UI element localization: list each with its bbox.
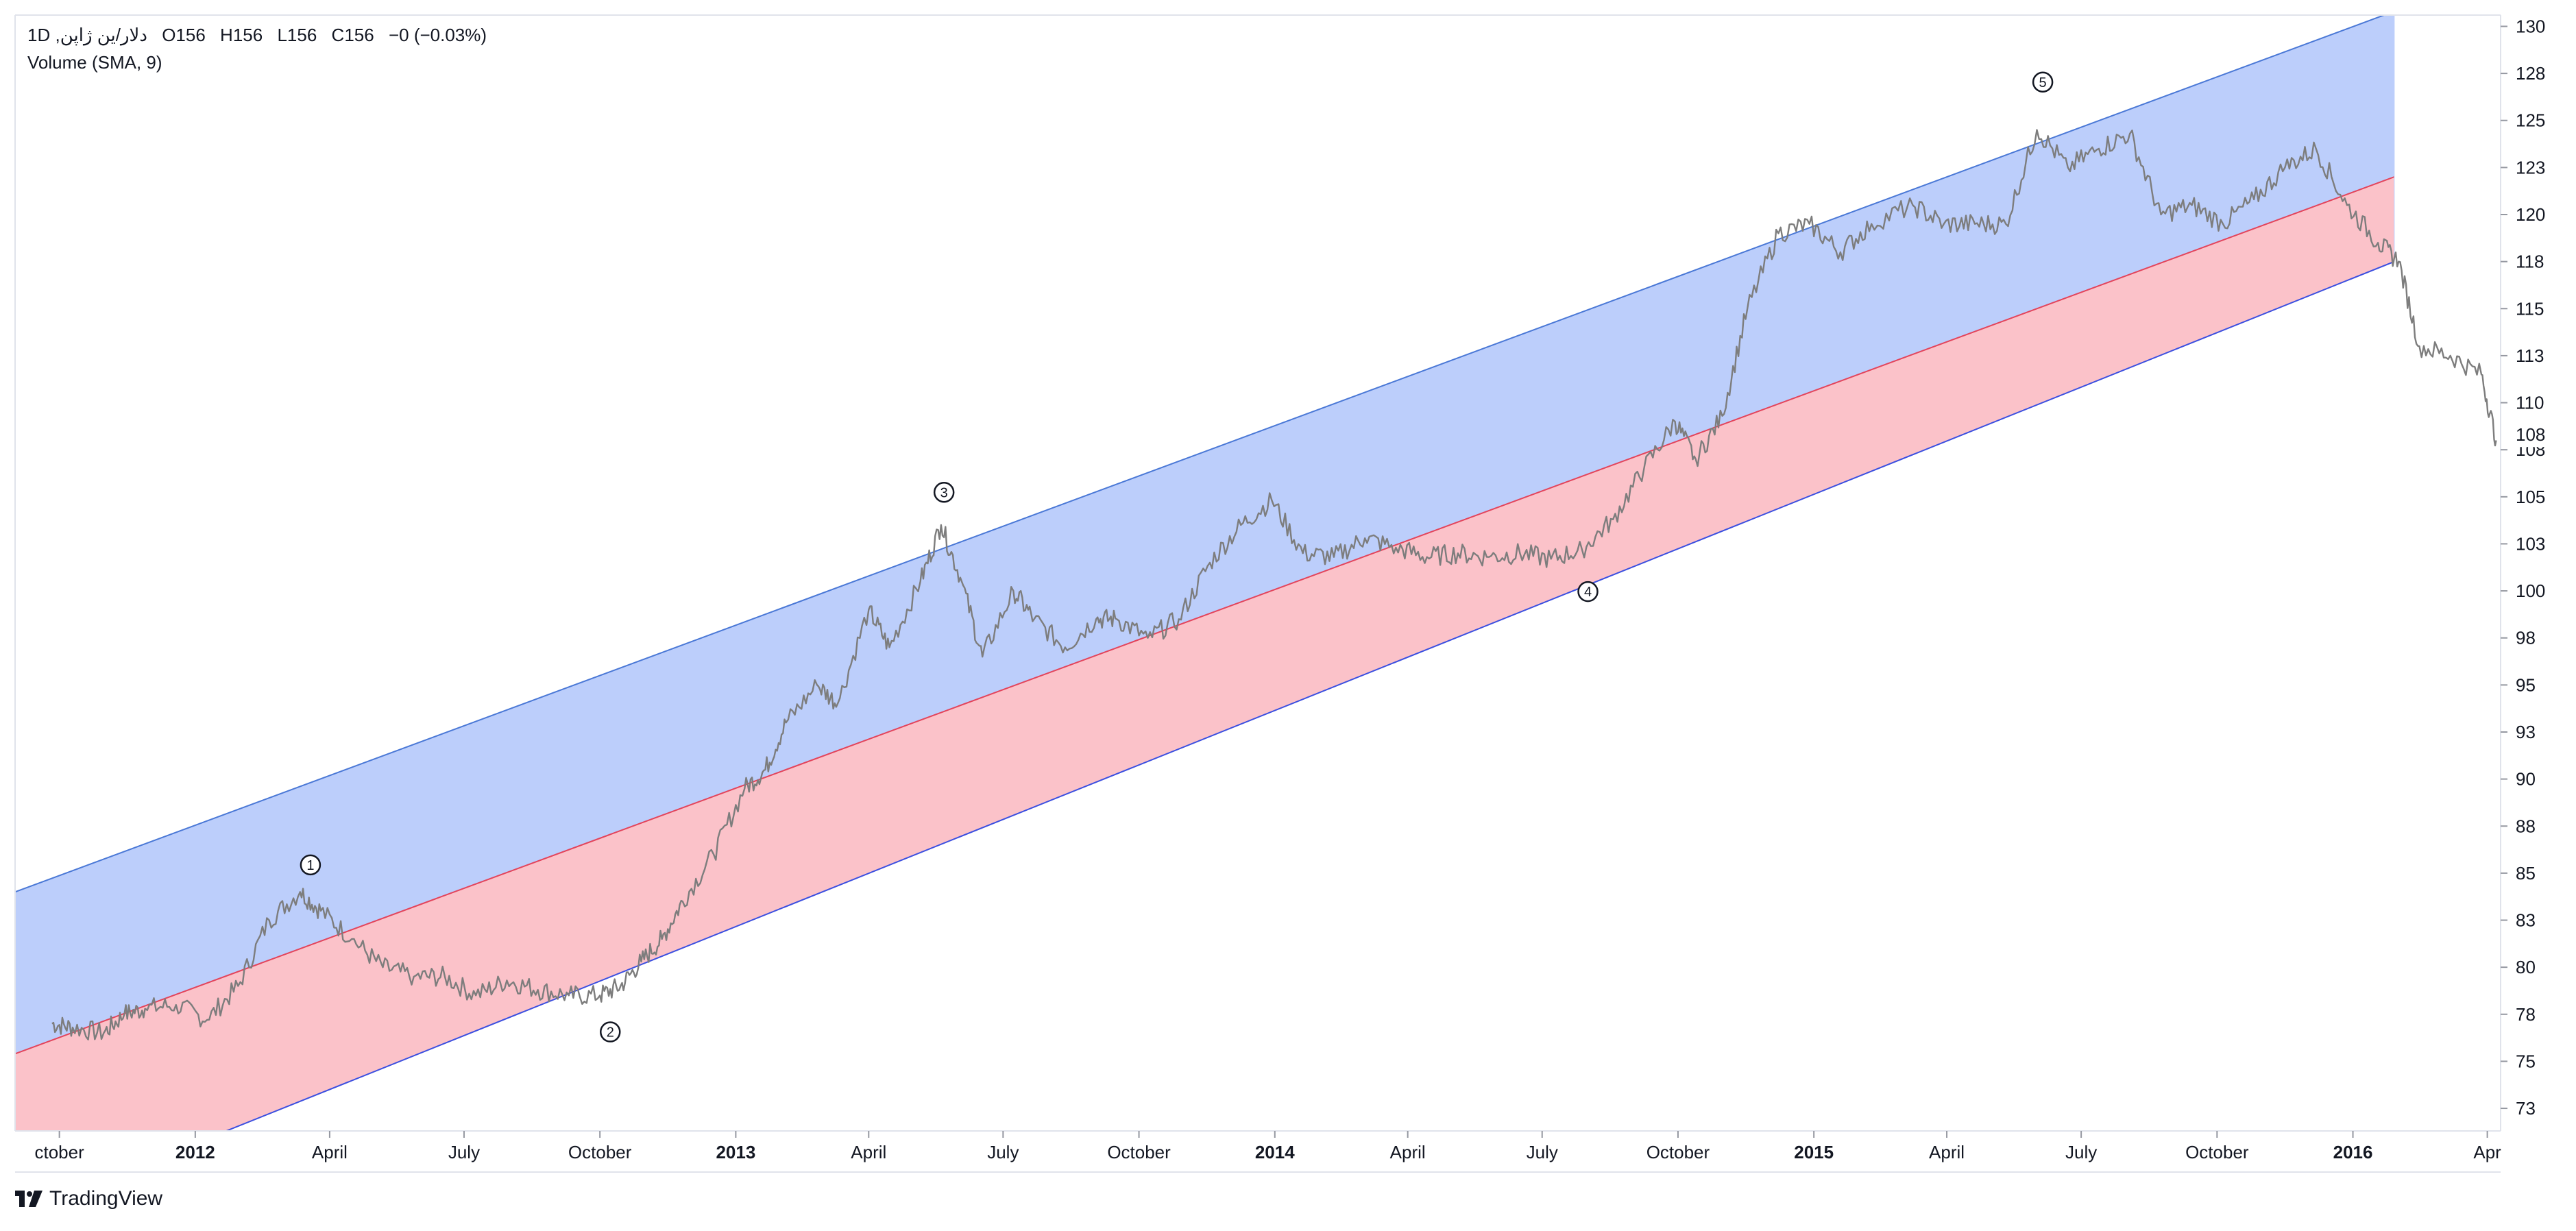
open-label: O xyxy=(162,25,176,45)
y-tick-label: 125 xyxy=(2516,110,2545,131)
wave-label-text: 1 xyxy=(306,858,314,873)
y-tick-label: 93 xyxy=(2516,722,2536,742)
brand-name: TradingView xyxy=(49,1187,163,1210)
x-tick-label: July xyxy=(2065,1142,2097,1162)
current-price-label: 108 xyxy=(2516,424,2545,445)
low-label: L xyxy=(277,25,287,45)
upper-channel-line xyxy=(15,15,2386,893)
x-axis[interactable]: ctober 2012 April July October 2013 April July O… xyxy=(14,14,2501,1173)
symbol-legend[interactable]: دلار/ین ژاپن, 1D O156 H156 L156 C156 −0 … xyxy=(27,25,496,46)
x-tick-label: 2015 xyxy=(1794,1142,1834,1162)
indicator-legend[interactable]: Volume (SMA, 9) xyxy=(27,52,162,73)
lower-band-fill xyxy=(15,177,2394,1131)
channel-bands xyxy=(15,15,2395,1131)
y-tick-label: 103 xyxy=(2516,533,2545,554)
wave-label-text: 5 xyxy=(2039,75,2047,90)
x-tick-label: April xyxy=(1390,1142,1426,1162)
x-tick-label: ctober xyxy=(35,1142,85,1162)
high-value: 156 xyxy=(232,25,263,45)
x-tick-label: April xyxy=(851,1142,886,1162)
y-tick-label: 78 xyxy=(2516,1004,2536,1025)
x-tick-label: July xyxy=(1527,1142,1558,1162)
tradingview-branding[interactable]: TradingView xyxy=(15,1187,162,1210)
x-tick-label: October xyxy=(1107,1142,1171,1162)
price-series xyxy=(51,129,2497,1040)
y-tick-label: 90 xyxy=(2516,769,2536,790)
wave-labels: 1 2 3 4 5 xyxy=(300,71,2054,1043)
y-tick-label: 75 xyxy=(2516,1051,2536,1071)
y-tick-label: 95 xyxy=(2516,674,2536,695)
x-tick-label: July xyxy=(448,1142,480,1162)
lower-channel-line xyxy=(224,260,2395,1131)
wave-label-1: 1 xyxy=(300,854,321,876)
x-tick-label: Apr xyxy=(2473,1142,2501,1162)
y-tick-label: 113 xyxy=(2516,345,2544,366)
y-tick-label: 80 xyxy=(2516,957,2536,977)
y-tick-label: 105 xyxy=(2516,487,2545,507)
wave-label-text: 2 xyxy=(607,1025,614,1040)
x-tick-label: 2012 xyxy=(175,1142,215,1162)
indicator-name[interactable]: Volume (SMA, 9) xyxy=(27,52,162,73)
y-tick-label: 85 xyxy=(2516,863,2536,883)
current-price-badge[interactable] xyxy=(2503,422,2572,448)
y-tick-label: 123 xyxy=(2516,157,2545,178)
x-tick-label: April xyxy=(312,1142,348,1162)
y-tick-label: 120 xyxy=(2516,204,2545,225)
x-tick-label: 2013 xyxy=(716,1142,755,1162)
wave-label-circle xyxy=(1577,581,1599,602)
symbol-name[interactable]: دلار/ین ژاپن, 1D xyxy=(27,25,147,45)
x-tick-label: April xyxy=(1929,1142,1965,1162)
price-line-series-0 xyxy=(51,129,2497,1040)
x-tick-label: October xyxy=(1647,1142,1710,1162)
y-tick-label: 88 xyxy=(2516,816,2536,836)
y-tick-label: 130 xyxy=(2516,16,2545,36)
y-tick-label: 98 xyxy=(2516,628,2536,648)
x-tick-label: October xyxy=(568,1142,632,1162)
close-value: 156 xyxy=(344,25,374,45)
tradingview-logo-icon xyxy=(15,1191,42,1207)
wave-label-circle xyxy=(2032,71,2054,93)
wave-label-circle xyxy=(600,1021,621,1043)
upper-band-fill xyxy=(15,15,2394,1054)
wave-label-circle xyxy=(933,482,955,503)
y-tick-label: 73 xyxy=(2516,1098,2536,1119)
y-tick-label: 128 xyxy=(2516,63,2545,84)
close-label: C xyxy=(331,25,345,45)
open-value: 156 xyxy=(175,25,206,45)
y-tick-label: 110 xyxy=(2516,393,2544,413)
high-label: H xyxy=(220,25,233,45)
wave-label-5: 5 xyxy=(2032,71,2054,93)
y-tick-label: 118 xyxy=(2516,252,2544,272)
wave-label-4: 4 xyxy=(1577,581,1599,602)
wave-label-2: 2 xyxy=(600,1021,621,1043)
low-value: 156 xyxy=(287,25,317,45)
wave-label-circle xyxy=(300,854,321,876)
y-tick-label: 100 xyxy=(2516,581,2545,601)
y-tick-label: 115 xyxy=(2516,298,2544,319)
x-tick-label: July xyxy=(987,1142,1019,1162)
wave-label-text: 3 xyxy=(940,485,948,500)
wave-label-text: 4 xyxy=(1584,585,1592,600)
y-axis[interactable]: 130 128 125 123 120 118 115 113 110 108 105 103 100 9… xyxy=(2500,15,2572,1131)
x-tick-label: October xyxy=(2185,1142,2249,1162)
wave-label-3: 3 xyxy=(933,482,955,503)
x-tick-label: 2014 xyxy=(1255,1142,1295,1162)
change-value: −0 (−0.03%) xyxy=(388,25,487,45)
x-tick-label: 2016 xyxy=(2333,1142,2373,1162)
y-tick-label: 83 xyxy=(2516,910,2536,931)
middle-channel-line xyxy=(15,176,2395,1055)
